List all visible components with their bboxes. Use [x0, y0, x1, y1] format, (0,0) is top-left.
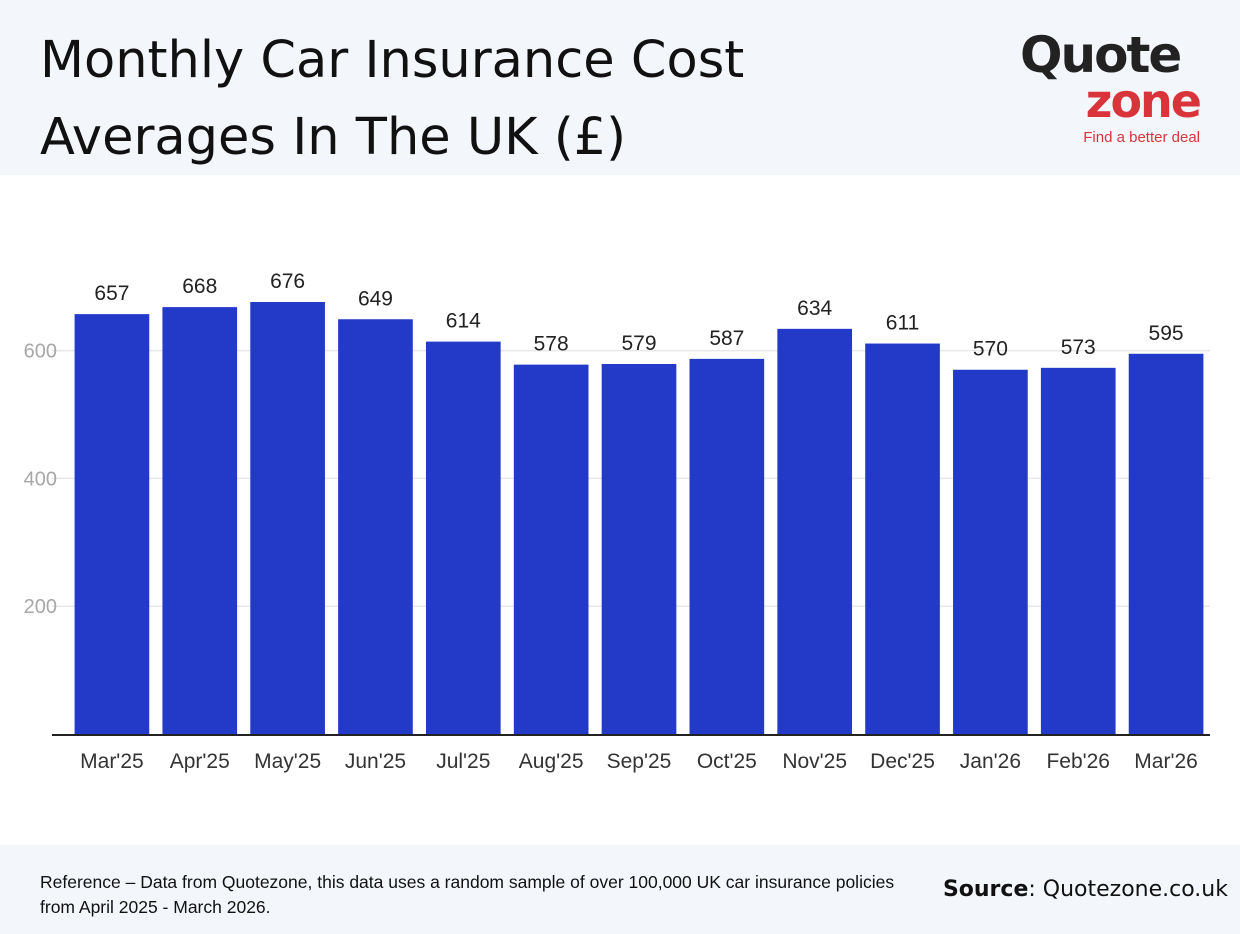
- x-tick-label: Nov'25: [782, 750, 847, 773]
- data-label: 579: [621, 332, 656, 355]
- data-label: 634: [797, 297, 832, 320]
- x-tick-label: Jan'26: [960, 750, 1021, 773]
- source-value: : Quotezone.co.uk: [1028, 877, 1228, 902]
- footer: Reference – Data from Quotezone, this da…: [0, 845, 1240, 934]
- reference-note: Reference – Data from Quotezone, this da…: [40, 872, 895, 917]
- data-label: 649: [358, 287, 393, 310]
- quotezone-logo: Quote zone Find a better deal: [1010, 26, 1210, 151]
- logo-word-zone: zone: [1085, 74, 1202, 128]
- data-label: 578: [534, 333, 569, 356]
- bar: [338, 319, 413, 734]
- x-tick-label: Oct'25: [697, 750, 757, 773]
- header: Monthly Car Insurance Cost Averages In T…: [0, 0, 1240, 175]
- data-label: 657: [94, 282, 129, 305]
- data-label: 587: [709, 327, 744, 350]
- title-line-1: Monthly Car Insurance Cost: [40, 31, 745, 90]
- bar: [513, 364, 589, 734]
- bar: [1128, 353, 1204, 734]
- bar-chart: 200 400 600 657 Mar'25 668 Apr'25 676 May'25 649 J…: [0, 175, 1240, 845]
- x-tick-label: Sep'25: [607, 750, 672, 773]
- bar: [1040, 367, 1116, 734]
- source-credit: Source: Quotezone.co.uk: [943, 877, 1228, 902]
- title-line-2: Averages In The UK (£): [40, 108, 627, 167]
- x-tick-label: Mar'25: [80, 750, 144, 773]
- data-label: 570: [973, 338, 1008, 361]
- bar: [601, 363, 677, 734]
- y-tick-label: 600: [24, 341, 57, 363]
- data-label: 595: [1149, 322, 1184, 345]
- data-label: 611: [886, 312, 919, 335]
- bar: [953, 369, 1028, 734]
- x-tick-label: Aug'25: [519, 750, 584, 773]
- data-label: 676: [270, 270, 305, 293]
- chart-svg: 200 400 600 657 Mar'25 668 Apr'25 676 May'25 649 J…: [24, 270, 1210, 773]
- bar: [74, 314, 150, 734]
- y-tick-label: 200: [24, 596, 57, 618]
- bar: [162, 307, 238, 734]
- bar: [689, 358, 765, 734]
- bar: [250, 302, 325, 734]
- logo-tagline: Find a better deal: [1083, 129, 1200, 146]
- y-tick-label: 400: [24, 468, 57, 490]
- data-label: 573: [1061, 336, 1096, 359]
- x-tick-label: May'25: [254, 750, 321, 773]
- x-tick-label: Apr'25: [170, 750, 230, 773]
- x-tick-label: Dec'25: [870, 750, 935, 773]
- bar: [777, 328, 853, 734]
- x-tick-label: Feb'26: [1046, 750, 1110, 773]
- x-tick-label: Mar'26: [1134, 750, 1198, 773]
- x-tick-label: Jul'25: [436, 750, 490, 773]
- bar: [865, 343, 940, 734]
- data-label: 668: [182, 275, 217, 298]
- x-tick-label: Jun'25: [345, 750, 406, 773]
- source-label: Source: [942, 877, 1029, 902]
- data-label: 614: [446, 310, 481, 333]
- bar: [425, 341, 501, 734]
- page-title: Monthly Car Insurance Cost Averages In T…: [40, 22, 940, 176]
- logo-word-quote: Quote: [1020, 26, 1182, 84]
